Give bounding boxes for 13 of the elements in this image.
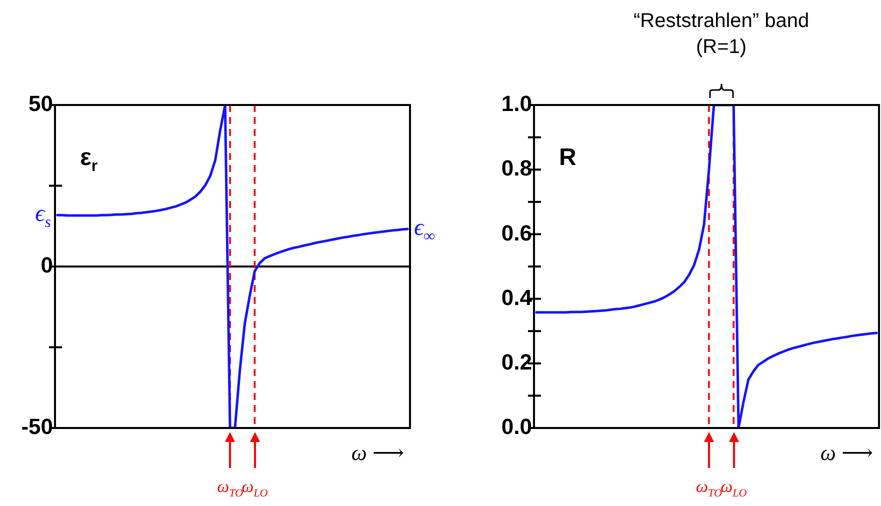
x-axis-title: ω ⟶ bbox=[820, 440, 874, 465]
annotation: R bbox=[559, 144, 576, 171]
text: ϵ∞ bbox=[414, 215, 436, 246]
y-tick-label: 0.0 bbox=[501, 414, 532, 440]
x-axis-title: ω ⟶ bbox=[351, 440, 404, 465]
y-tick-label: 50 bbox=[28, 91, 53, 116]
text: “Reststrahlen” band (R=1) bbox=[633, 10, 810, 58]
y-tick-label: 0.2 bbox=[501, 349, 532, 374]
y-tick-label: -50 bbox=[21, 414, 53, 440]
y-tick-label: 1.0 bbox=[501, 91, 532, 116]
y-tick-label: 0.6 bbox=[501, 220, 532, 246]
y-tick-label: 0.8 bbox=[501, 156, 532, 181]
y-tick-label: 0.4 bbox=[501, 284, 533, 310]
